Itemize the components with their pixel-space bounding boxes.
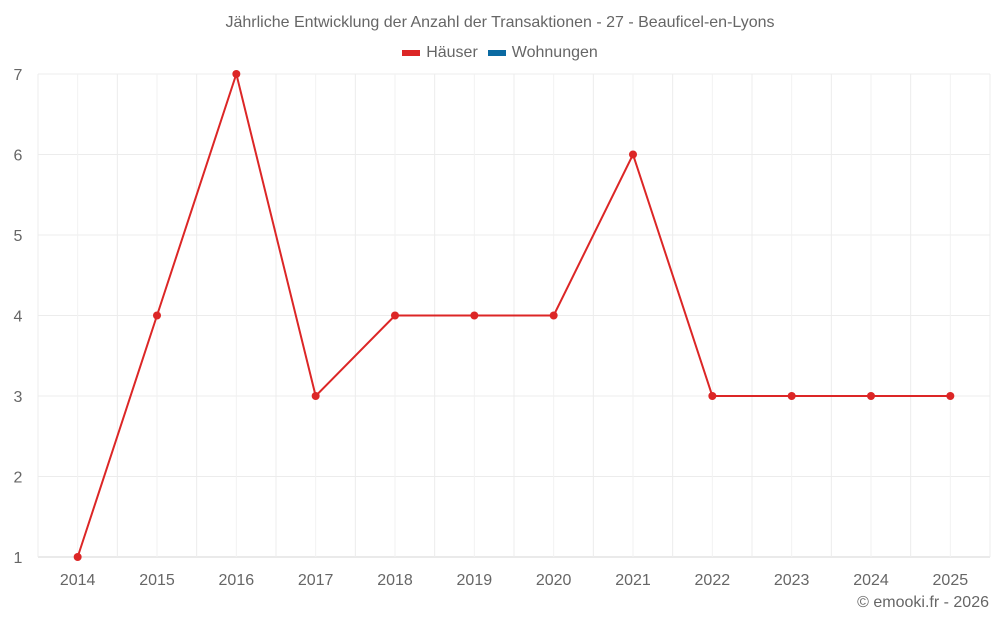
x-tick-label: 2015 [139, 572, 175, 589]
data-point [391, 311, 399, 320]
y-tick-label: 3 [14, 389, 23, 406]
chart-title: Jährliche Entwicklung der Anzahl der Tra… [225, 14, 775, 31]
y-tick-label: 6 [14, 148, 23, 165]
x-tick-label: 2024 [853, 572, 889, 589]
legend-swatch-haeuser [402, 50, 421, 56]
legend-item-wohnungen[interactable]: Wohnungen [487, 44, 598, 62]
y-tick-label: 2 [14, 470, 23, 487]
series-line [76, 70, 951, 558]
data-point [946, 392, 955, 400]
x-tick-label: 2019 [457, 572, 493, 589]
x-tick-label: 2023 [774, 572, 810, 589]
data-point [708, 392, 717, 400]
x-tick-label: 2020 [536, 572, 572, 589]
data-point [73, 553, 82, 561]
data-point [153, 311, 161, 320]
data-point [867, 392, 875, 400]
data-point [787, 392, 796, 400]
y-tick-label: 1 [14, 550, 23, 567]
x-tick-label: 2022 [695, 572, 731, 589]
x-tick-label: 2016 [219, 572, 255, 589]
legend-label-haeuser: Häuser [426, 44, 478, 61]
data-point [629, 150, 637, 159]
data-point [549, 311, 558, 320]
data-point [470, 311, 479, 320]
x-tick-label: 2018 [377, 572, 413, 589]
credit-text: © emooki.fr - 2026 [857, 594, 989, 611]
x-tick-label: 2021 [615, 572, 651, 589]
chart-legend: Häuser Wohnungen [0, 44, 1000, 62]
data-point [311, 392, 320, 400]
data-point [232, 70, 241, 78]
y-tick-label: 5 [14, 228, 23, 245]
legend-item-haeuser[interactable]: Häuser [402, 44, 478, 62]
legend-label-wohnungen: Wohnungen [511, 44, 598, 61]
y-tick-label: 4 [14, 309, 23, 326]
y-tick-label: 7 [14, 67, 23, 84]
x-tick-label: 2025 [933, 572, 969, 589]
x-tick-label: 2014 [60, 572, 96, 589]
legend-swatch-wohnungen [487, 50, 506, 56]
x-tick-label: 2017 [298, 572, 334, 589]
